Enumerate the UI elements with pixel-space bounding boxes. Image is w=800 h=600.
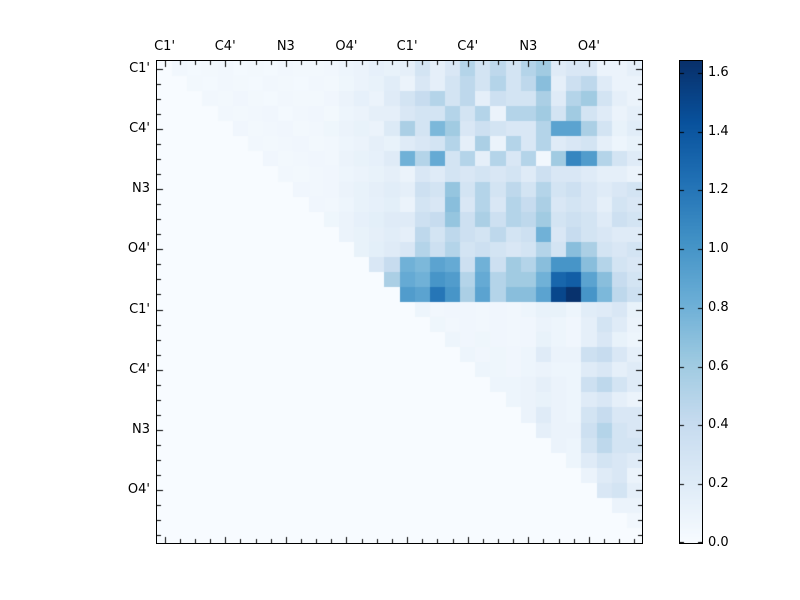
colorbar	[679, 60, 703, 544]
x-tick-label: C1'	[396, 39, 418, 54]
colorbar-tick-label: 0.4	[708, 417, 729, 433]
y-tick-label: N3	[132, 422, 150, 438]
x-tick-label: O4'	[577, 39, 600, 54]
colorbar-tick-label: 1.6	[708, 64, 729, 80]
y-tick-label: O4'	[127, 241, 150, 257]
colorbar-tick-label: 1.2	[708, 182, 729, 198]
x-tick-label: C4'	[457, 39, 479, 54]
x-tick-label: C1'	[154, 39, 176, 54]
y-tick-label: N3	[132, 181, 150, 197]
colorbar-tick-label: 0.0	[708, 535, 729, 550]
colorbar-tick-label: 0.6	[708, 358, 729, 374]
x-tick-label: N3	[276, 39, 295, 54]
colorbar-tick-label: 0.8	[708, 299, 729, 315]
x-tick-label: N3	[519, 39, 538, 54]
y-tick-label: C1'	[129, 60, 150, 76]
x-tick-label: O4'	[335, 39, 358, 54]
y-tick-label: C4'	[129, 361, 150, 377]
colorbar-tick-label: 1.0	[708, 241, 729, 257]
y-tick-label: C1'	[129, 301, 150, 317]
heatmap-canvas	[157, 61, 642, 543]
colorbar-tick-label: 0.2	[708, 476, 729, 492]
colorbar-tick-label: 1.4	[708, 123, 729, 139]
y-tick-label: O4'	[127, 482, 150, 498]
y-tick-label: C4'	[129, 120, 150, 136]
heatmap-plot-area	[156, 60, 643, 544]
colorbar-canvas	[680, 61, 702, 543]
x-tick-label: C4'	[214, 39, 236, 54]
